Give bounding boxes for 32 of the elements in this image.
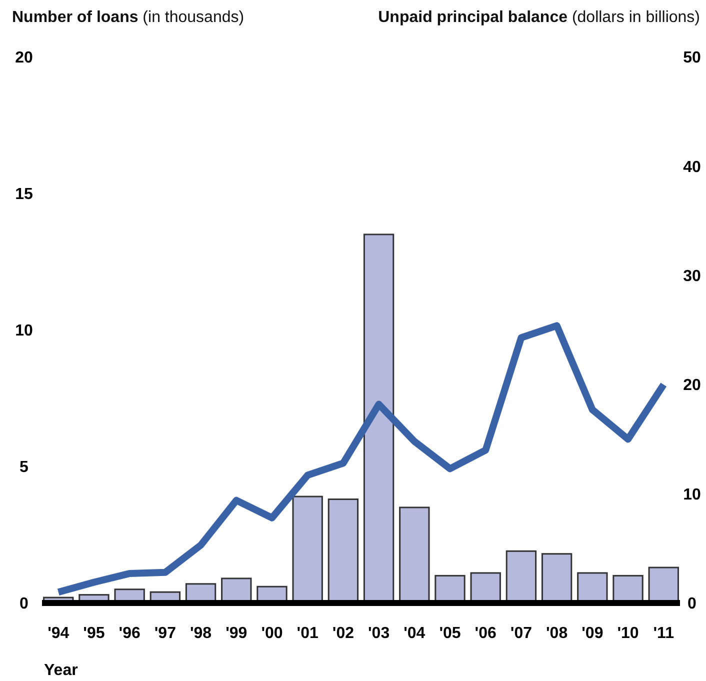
y2-axis-title: Unpaid principal balance (dollars in billions) (378, 9, 700, 26)
x-tick-label: '94 (48, 625, 70, 642)
x-tick-label: '10 (617, 625, 639, 642)
y-tick-label: 5 (20, 459, 29, 476)
y-tick-label: 20 (15, 50, 33, 67)
x-tick-label: '02 (332, 625, 354, 642)
x-tick-label: '99 (226, 625, 248, 642)
x-tick-label: '00 (261, 625, 283, 642)
y2-tick-label: 50 (683, 50, 701, 67)
y2-tick-label: 10 (683, 486, 701, 504)
y2-tick-label: 40 (683, 158, 701, 176)
x-tick-label: '08 (546, 625, 568, 642)
x-tick-label: '07 (510, 625, 532, 642)
y2-tick-label: 20 (683, 377, 701, 394)
x-tick-label: '04 (404, 625, 426, 642)
x-tick-label: '96 (118, 625, 140, 642)
x-tick-label: '98 (190, 625, 212, 642)
x-tick-label: '95 (83, 625, 105, 642)
y2-tick-label: 30 (683, 268, 701, 285)
x-tick-label: '06 (474, 625, 497, 642)
y2-tick-label: 0 (688, 596, 697, 613)
x-tick-label: '97 (154, 625, 176, 642)
y-tick-label: 0 (20, 596, 29, 613)
x-tick-label: '09 (582, 625, 604, 642)
x-axis-title: Year (44, 662, 78, 679)
y-tick-label: 10 (15, 322, 33, 340)
x-tick-label: '03 (368, 625, 390, 642)
y-axis-title: Number of loans (in thousands) (12, 9, 244, 26)
y-tick-label: 15 (15, 186, 33, 204)
x-tick-label: '11 (653, 625, 674, 642)
x-tick-label: '01 (296, 625, 318, 642)
x-tick-label: '05 (439, 625, 461, 642)
